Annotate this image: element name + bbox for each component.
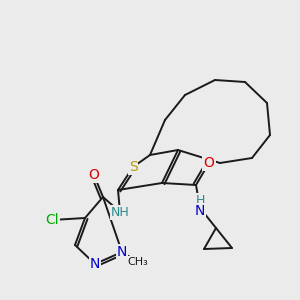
Text: O: O [204, 156, 214, 170]
Text: N: N [90, 257, 100, 271]
Text: N: N [117, 245, 127, 259]
Text: H: H [195, 194, 205, 206]
Text: N: N [195, 204, 205, 218]
Text: O: O [88, 168, 99, 182]
Text: Cl: Cl [45, 213, 59, 227]
Text: CH₃: CH₃ [128, 257, 148, 267]
Text: NH: NH [111, 206, 129, 218]
Text: S: S [129, 160, 137, 174]
